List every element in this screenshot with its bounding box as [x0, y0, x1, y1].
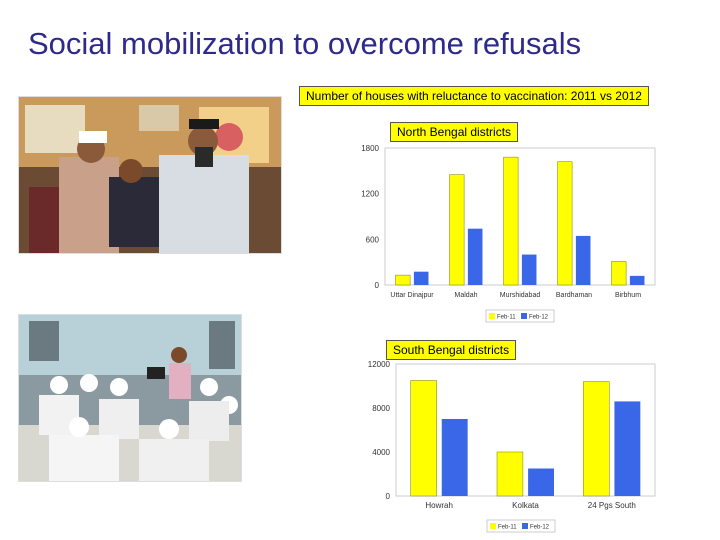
- legend-frame: [486, 519, 556, 533]
- legend-label: Feb-12: [530, 525, 550, 531]
- y-tick-label: 1800: [361, 144, 379, 153]
- legend-swatch: [490, 523, 496, 529]
- meeting-photo-illustration: [19, 315, 241, 481]
- y-tick-label: 8000: [372, 404, 390, 413]
- meeting-photo: [18, 314, 242, 482]
- north-bengal-chart: 0 600 1200 1800 Uttar Dinajpur Maldah Murshida…: [361, 144, 656, 323]
- legend-swatch: [522, 523, 528, 529]
- south-bengal-chart: 0 4000 8000 12000 Howrah Kolkata 24 Pgs South F…: [368, 360, 656, 533]
- bar-feb-12-0: [441, 419, 468, 496]
- bar-feb-11-3: [557, 161, 573, 286]
- bar-feb-12-4: [629, 275, 645, 285]
- legend-label: Feb-11: [498, 525, 517, 531]
- legend-frame: [485, 309, 555, 323]
- legend-swatch: [521, 313, 527, 319]
- bar-feb-12-2: [521, 254, 537, 285]
- chart-heading: Number of houses with reluctance to vacc…: [299, 86, 649, 106]
- x-tick-label: Howrah: [425, 501, 453, 510]
- y-tick-label: 1200: [361, 190, 379, 199]
- legend-label: Feb-11: [497, 315, 516, 321]
- bar-feb-11-0: [410, 380, 437, 497]
- x-tick-label: Bardhaman: [556, 292, 592, 299]
- bar-feb-11-2: [503, 156, 519, 286]
- x-tick-label: Birbhum: [615, 292, 641, 299]
- y-tick-label: 4000: [372, 448, 390, 457]
- x-tick-label: Murshidabad: [500, 292, 541, 299]
- bar-feb-11-1: [449, 174, 465, 286]
- south-chart-title: South Bengal districts: [386, 340, 517, 360]
- bar-feb-11-2: [583, 381, 610, 497]
- vaccination-photo: [18, 96, 282, 254]
- x-tick-label: Maldah: [455, 292, 478, 299]
- y-tick-label: 0: [375, 281, 380, 290]
- bar-feb-12-1: [467, 228, 483, 285]
- y-tick-label: 600: [366, 235, 380, 244]
- bar-feb-12-1: [528, 468, 554, 496]
- bar-feb-12-2: [614, 401, 641, 496]
- north-chart-title: North Bengal districts: [390, 122, 519, 142]
- plot-area: [384, 147, 656, 286]
- bar-feb-11-0: [395, 274, 411, 286]
- slide-title: Social mobilization to overcome refusals: [28, 26, 582, 61]
- bar-feb-12-0: [413, 271, 429, 285]
- legend-swatch: [489, 313, 495, 319]
- plot-area: [395, 363, 656, 497]
- legend: Feb-11 Feb-12: [486, 519, 556, 533]
- legend-label: Feb-12: [529, 315, 549, 321]
- y-tick-label: 0: [386, 492, 391, 501]
- x-tick-label: 24 Pgs South: [588, 501, 636, 510]
- vaccination-photo-illustration: [19, 97, 281, 253]
- y-tick-label: 12000: [368, 360, 391, 369]
- legend: Feb-11 Feb-12: [485, 309, 555, 323]
- bar-feb-11-1: [496, 451, 524, 497]
- bar-feb-11-4: [611, 261, 627, 286]
- x-tick-label: Uttar Dinajpur: [390, 292, 434, 299]
- x-tick-label: Kolkata: [512, 501, 539, 510]
- bar-feb-12-3: [575, 235, 591, 285]
